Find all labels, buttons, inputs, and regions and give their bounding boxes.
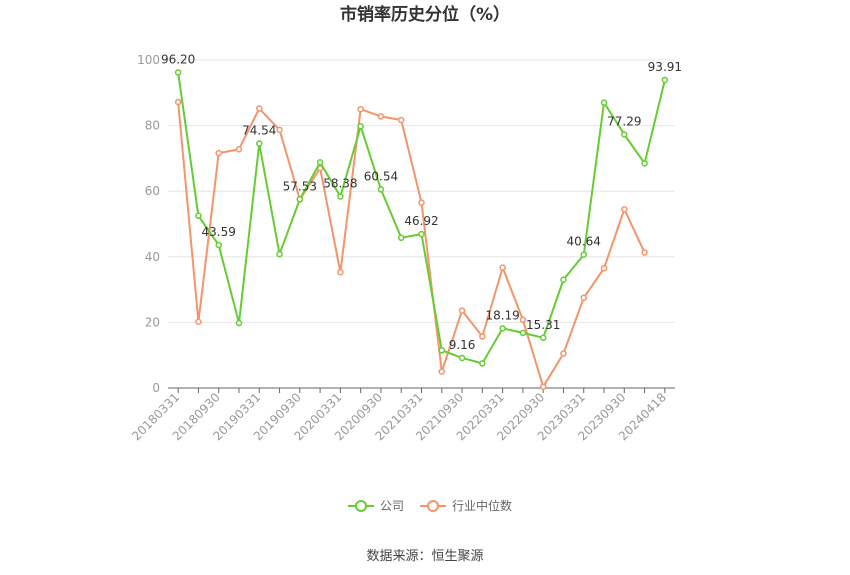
data-label: 60.54: [364, 169, 398, 183]
data-label: 58.38: [323, 177, 357, 191]
data-point: [479, 360, 486, 367]
data-point: [296, 196, 304, 203]
data-point: [539, 334, 547, 342]
legend-item[interactable]: 公司: [348, 499, 404, 513]
data-point: [215, 241, 222, 249]
data-point: [316, 159, 324, 166]
data-point: [397, 234, 405, 242]
data-point: [661, 76, 669, 84]
series-group: [174, 69, 669, 390]
data-label: 46.92: [404, 214, 438, 228]
data-point: [539, 383, 547, 390]
data-point: [174, 69, 182, 76]
data-point: [235, 145, 243, 153]
legend-label: 行业中位数: [452, 498, 512, 513]
data-point: [174, 98, 182, 106]
data-point: [580, 294, 587, 302]
data-point: [195, 318, 202, 325]
chart-title: 市销率历史分位（%）: [340, 4, 510, 25]
series-line: [177, 101, 646, 388]
legend-label: 公司: [380, 499, 404, 513]
data-point: [600, 99, 608, 106]
data-point: [276, 126, 283, 134]
data-point: [560, 276, 567, 284]
data-point: [418, 199, 425, 206]
legend-marker-icon: [355, 500, 367, 512]
data-point: [621, 205, 628, 213]
y-tick-label: 100: [137, 53, 160, 67]
data-point: [580, 251, 587, 258]
data-label: 9.16: [449, 338, 476, 352]
y-tick-label: 60: [145, 184, 160, 198]
data-point: [600, 265, 608, 272]
data-point: [357, 105, 364, 113]
data-label: 43.59: [202, 225, 236, 239]
data-point: [641, 249, 648, 256]
data-point: [621, 131, 628, 138]
data-point: [276, 250, 283, 258]
data-point: [256, 140, 263, 147]
data-point: [438, 368, 446, 375]
x-axis: 2018033120180930201903312019093020200331…: [129, 387, 675, 443]
legend-marker-icon: [427, 500, 439, 512]
data-point: [519, 316, 527, 324]
data-point: [377, 113, 385, 120]
data-point: [438, 347, 446, 354]
data-label: 77.29: [607, 114, 641, 128]
data-point: [458, 307, 466, 314]
source-note: 数据来源：恒生聚源: [366, 549, 483, 564]
data-label: 40.64: [567, 235, 601, 249]
y-tick-label: 40: [145, 250, 160, 264]
data-label: 15.31: [526, 318, 560, 332]
data-point: [256, 105, 263, 112]
data-point: [560, 350, 567, 357]
grid-lines: [168, 59, 675, 323]
data-point: [195, 212, 202, 220]
data-point: [519, 329, 527, 337]
legend[interactable]: 公司 行业中位数: [348, 498, 512, 513]
data-point: [377, 186, 385, 193]
data-point: [215, 149, 222, 157]
data-point: [397, 116, 405, 124]
data-point: [337, 268, 344, 276]
data-point: [499, 264, 506, 271]
data-labels: 96.20 43.59 74.54 57.53 58.38 60.54 46.92 9.16 1…: [161, 52, 682, 351]
data-label: 74.54: [242, 124, 276, 138]
y-tick-label: 20: [145, 315, 160, 329]
y-axis: 0 20 40 60 80 100: [137, 53, 160, 395]
data-point: [499, 325, 506, 332]
data-point: [235, 319, 243, 327]
data-point: [418, 230, 425, 238]
data-label: 96.20: [161, 52, 195, 66]
data-point: [458, 354, 466, 362]
y-tick-label: 0: [152, 381, 160, 395]
data-point: [641, 160, 648, 167]
data-label: 93.91: [648, 60, 682, 74]
data-label: 18.19: [485, 308, 519, 322]
data-label: 57.53: [283, 179, 317, 193]
y-tick-label: 80: [145, 119, 160, 133]
legend-item[interactable]: 行业中位数: [420, 498, 512, 513]
data-point: [357, 123, 364, 130]
data-point: [337, 193, 344, 200]
data-point: [479, 333, 486, 340]
